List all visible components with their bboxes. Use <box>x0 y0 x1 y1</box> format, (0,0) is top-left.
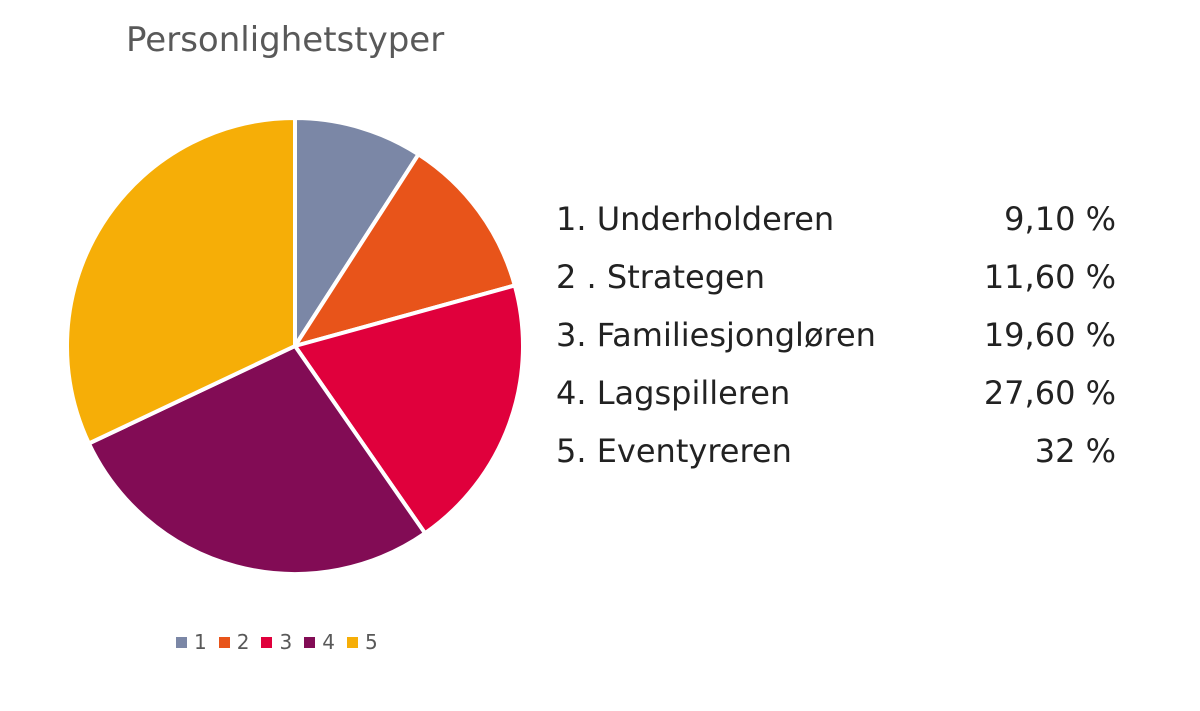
table-row: 4. Lagspilleren 27,60 % <box>556 364 1116 422</box>
row-value: 27,60 % <box>983 374 1116 412</box>
pie-slice-2 <box>293 152 517 348</box>
table-row: 5. Eventyreren 32 % <box>556 422 1116 480</box>
row-label: 5. Eventyreren <box>556 432 792 470</box>
table-row: 3. Familiesjongløren 19,60 % <box>556 306 1116 364</box>
row-value: 11,60 % <box>983 258 1116 296</box>
row-label: 1. Underholderen <box>556 200 835 238</box>
legend-label: 4 <box>322 630 335 654</box>
row-label: 3. Familiesjongløren <box>556 316 876 354</box>
legend-item-3: 3 <box>261 630 292 654</box>
row-value: 9,10 % <box>1004 200 1116 238</box>
legend-label: 2 <box>236 630 250 654</box>
chart-title: Personlighetstyper <box>126 20 445 60</box>
row-value: 32 % <box>1034 432 1116 470</box>
pie-chart <box>65 116 525 576</box>
pie-slice-5 <box>65 116 297 446</box>
table-row: 2 . Strategen 11,60 % <box>556 248 1116 306</box>
legend-item-1: 1 <box>176 630 207 654</box>
legend-swatch <box>176 636 187 648</box>
legend-swatch <box>218 636 230 648</box>
pie-slice-4 <box>86 344 428 576</box>
legend-label: 5 <box>364 630 378 654</box>
legend-item-4: 4 <box>304 630 335 654</box>
legend-label: 1 <box>194 630 207 654</box>
pie-slice-3 <box>293 283 525 536</box>
legend-item-5: 5 <box>346 630 378 654</box>
legend-swatch <box>261 636 273 648</box>
table-row: 1. Underholderen 9,10 % <box>556 190 1116 248</box>
pie-slice-1 <box>293 116 421 348</box>
row-label: 4. Lagspilleren <box>556 374 791 412</box>
chart-legend: 1 2 3 4 5 <box>176 630 390 654</box>
legend-item-2: 2 <box>218 630 250 654</box>
legend-swatch <box>346 636 358 648</box>
row-value: 19,60 % <box>983 316 1116 354</box>
legend-swatch <box>304 636 316 648</box>
row-label: 2 . Strategen <box>556 258 766 296</box>
legend-label: 3 <box>279 630 293 654</box>
category-table: 1. Underholderen 9,10 % 2 . Strategen 11… <box>556 190 1116 480</box>
